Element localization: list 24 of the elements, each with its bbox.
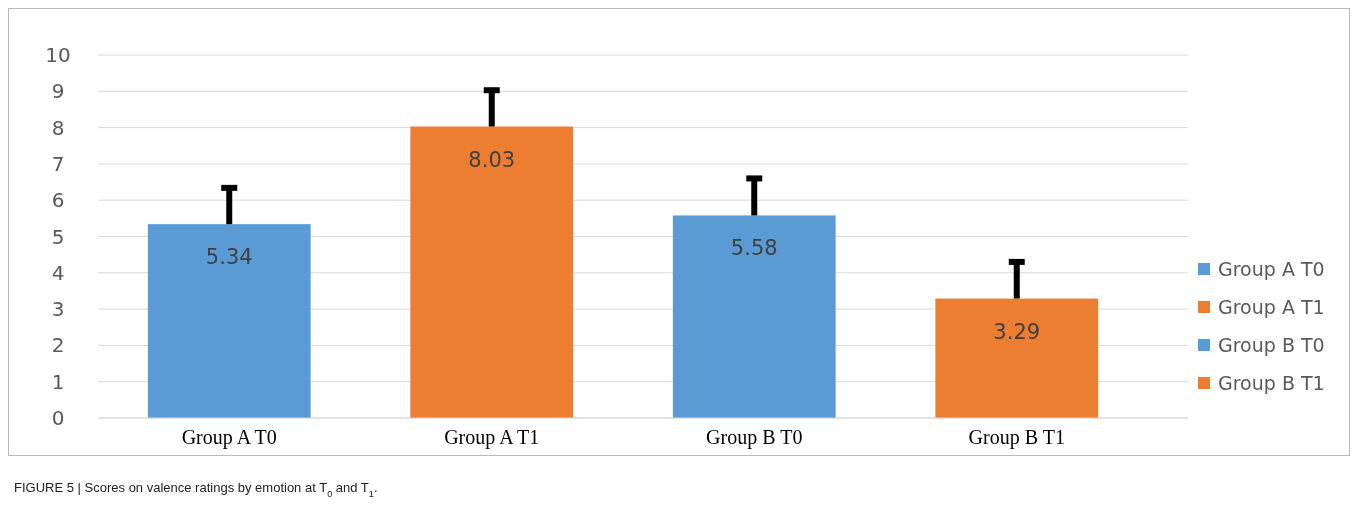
caption: FIGURE 5 | Scores on valence ratings by emotion at T$_{0}$ and T$_{1}$. bbox=[14, 480, 378, 499]
y-tick-label: 2 bbox=[51, 333, 65, 358]
legend-label: Group A T0 bbox=[1218, 257, 1325, 280]
x-tick-label: Group A T0 bbox=[181, 426, 277, 449]
y-tick-label: 7 bbox=[51, 151, 65, 176]
y-tick-label: 3 bbox=[51, 297, 65, 322]
legend-label: Group B T1 bbox=[1218, 371, 1325, 394]
y-tick-label: 4 bbox=[51, 260, 65, 285]
x-tick-label: Group B T0 bbox=[706, 426, 803, 449]
y-tick-label: 1 bbox=[51, 369, 65, 394]
y-tick-label: 5 bbox=[51, 224, 65, 249]
y-tick-label: 6 bbox=[51, 188, 65, 213]
y-tick-label: 9 bbox=[51, 79, 65, 104]
data-label: 8.03 bbox=[468, 147, 516, 172]
legend-label: Group A T1 bbox=[1218, 295, 1325, 318]
legend-label: Group B T0 bbox=[1218, 333, 1325, 356]
y-tick-label: 8 bbox=[51, 115, 65, 140]
y-tick-label: 10 bbox=[45, 43, 71, 67]
x-tick-label: Group A T1 bbox=[444, 426, 540, 449]
data-label: 3.29 bbox=[993, 319, 1041, 344]
x-tick-label: Group B T1 bbox=[968, 426, 1065, 449]
y-tick-label: 0 bbox=[51, 406, 65, 430]
data-label: 5.58 bbox=[730, 236, 778, 261]
data-label: 5.34 bbox=[205, 245, 253, 270]
